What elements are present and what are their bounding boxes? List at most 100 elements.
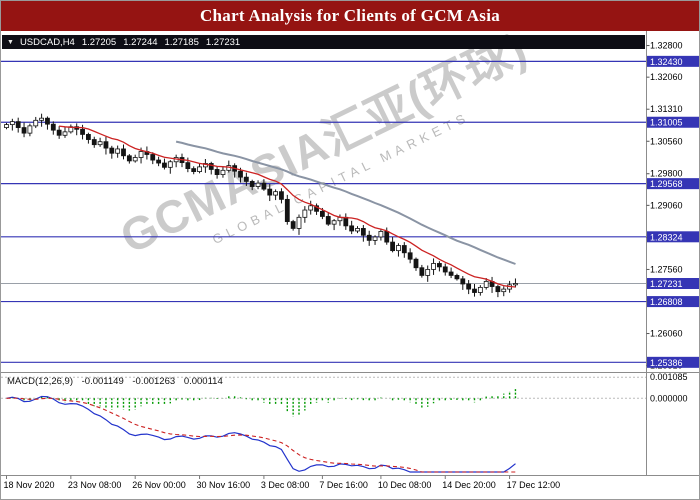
x-axis-label: 18 Nov 2020 [4, 480, 55, 490]
x-axis-label: 3 Dec 08:00 [261, 480, 310, 490]
candle-body [197, 166, 202, 172]
candle-body [360, 228, 366, 236]
candle-body [366, 234, 372, 241]
candle-body [372, 236, 378, 241]
candle-body [396, 245, 401, 252]
candle-body [261, 182, 267, 190]
candle-body [483, 281, 489, 288]
macd-signal-value: -0.001263 [132, 376, 176, 387]
x-axis-label: 10 Dec 08:00 [378, 480, 432, 490]
candle-body [21, 127, 27, 134]
symbol-ohlc-bar: ▼ USDCAD,H4 1.27205 1.27244 1.27185 1.27… [2, 35, 645, 49]
macd-main-line [6, 395, 516, 473]
slow-ma-line [175, 140, 516, 265]
candle-body [436, 263, 442, 268]
title-bar: Chart Analysis for Clients of GCM Asia [1, 1, 699, 31]
candle-body [156, 159, 162, 164]
candle-body [448, 271, 454, 276]
candle-body [413, 258, 419, 269]
candle-body [466, 283, 472, 290]
macd-signal-line [6, 397, 516, 473]
candle-body [454, 275, 460, 280]
candle-body [419, 267, 425, 276]
price-tick-label: 1.29060 [650, 200, 683, 210]
ohlc-open: 1.27205 [81, 36, 117, 48]
candle-body [325, 216, 331, 225]
candle-body [39, 117, 44, 121]
collapse-arrow-icon[interactable]: ▼ [7, 38, 14, 46]
price-tick-label: 1.32060 [650, 72, 683, 82]
candle-body [302, 209, 308, 218]
candle-body [296, 216, 302, 229]
price-level-label: 1.31005 [650, 118, 683, 128]
price-level-label: 1.26808 [650, 297, 683, 307]
price-level-label-box [647, 116, 699, 128]
candle-body [80, 128, 85, 135]
ohlc-close: 1.27231 [205, 36, 241, 48]
candle-body [349, 225, 355, 232]
candle-body [62, 131, 68, 136]
current-price-label-box [647, 278, 699, 290]
candle-body [208, 163, 214, 170]
price-tick-label: 1.32800 [650, 41, 683, 51]
candle-body [27, 125, 33, 134]
candle-body [109, 147, 115, 154]
candle-body [243, 176, 249, 182]
candle-body [279, 191, 284, 200]
ohlc-high: 1.27244 [123, 36, 158, 48]
x-axis-label: 26 Nov 00:00 [132, 480, 186, 490]
candle-body [4, 124, 9, 128]
candle-body [308, 205, 314, 211]
candle-body [284, 198, 290, 222]
candle-body [185, 162, 191, 170]
x-axis-label: 23 Nov 08:00 [68, 480, 122, 490]
candle-body [249, 181, 255, 187]
macd-name: MACD(12,26,9) [7, 376, 73, 387]
candle-body [9, 121, 15, 125]
price-tick-label: 1.26060 [650, 329, 683, 339]
candle-body [501, 288, 507, 293]
price-level-label-box [647, 356, 699, 368]
fast-ma-line [59, 125, 516, 288]
candle-body [50, 123, 56, 131]
price-tick-label: 1.31310 [650, 104, 683, 114]
candle-body [319, 210, 325, 217]
candle-body [167, 161, 173, 168]
candle-body [495, 286, 501, 293]
candle-body [132, 157, 138, 162]
price-level-label: 1.25386 [650, 358, 683, 368]
candle-body [103, 141, 109, 149]
candle-body [290, 221, 296, 229]
symbol-timeframe: USDCAD,H4 [19, 36, 75, 48]
candle-body [220, 169, 226, 175]
candle-body [91, 139, 97, 146]
price-level-label-box [647, 231, 699, 243]
candle-body [425, 269, 431, 276]
ohlc-low: 1.27185 [164, 36, 199, 48]
candle-body [191, 168, 197, 172]
candle-body [431, 263, 436, 270]
price-tick-label: 1.27560 [650, 264, 683, 274]
candle-body [384, 231, 390, 243]
candle-body [472, 288, 477, 293]
price-level-label-box [647, 178, 699, 190]
candle-body [97, 141, 103, 146]
candle-body [255, 182, 261, 187]
candle-body [45, 117, 50, 125]
candle-body [442, 266, 448, 273]
candle-body [273, 191, 279, 196]
candle-body [238, 170, 243, 178]
macd-indicator-label: MACD(12,26,9) -0.001149 -0.001263 0.0001… [7, 376, 229, 387]
candle-body [355, 228, 360, 232]
candle-body [407, 252, 413, 260]
price-level-label: 1.28324 [650, 232, 683, 242]
x-axis-label: 14 Dec 20:00 [442, 480, 496, 490]
macd-axis-label: 0.001085 [650, 372, 688, 382]
price-tick-label: 1.30560 [650, 136, 683, 146]
candle-body [460, 278, 466, 285]
window-title: Chart Analysis for Clients of GCM Asia [199, 6, 501, 25]
macd-hist-value: 0.000114 [183, 376, 223, 387]
candle-body [126, 155, 132, 162]
